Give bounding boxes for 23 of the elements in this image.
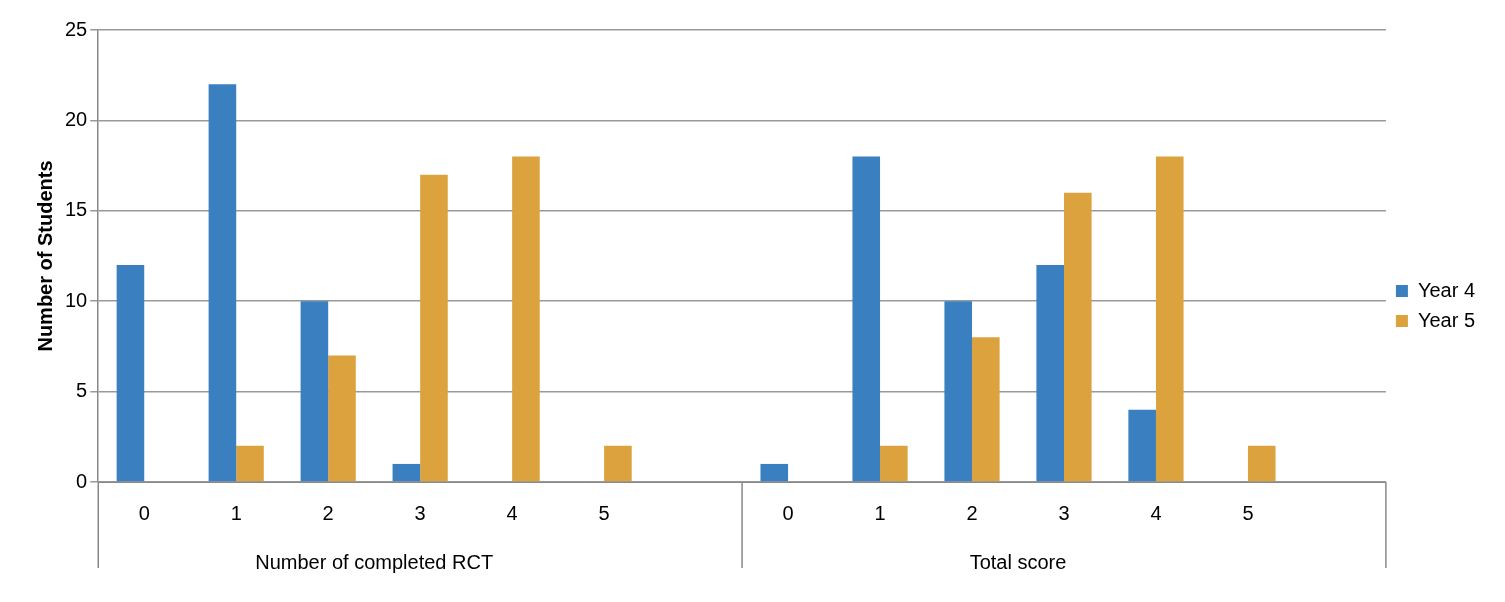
y-tick-label: 10	[65, 288, 88, 311]
x-tick-label: 1	[874, 501, 886, 524]
legend-label: Year 4	[1417, 278, 1475, 301]
x-tick-label: 0	[138, 501, 150, 524]
x-tick-label: 4	[506, 501, 518, 524]
x-tick-label: 3	[414, 501, 426, 524]
x-tick-label: 2	[966, 501, 978, 524]
x-tick-label: 5	[1242, 501, 1254, 524]
y-tick-label: 25	[65, 17, 88, 40]
x-tick-label: 5	[598, 501, 610, 524]
y-tick-label: 20	[65, 107, 88, 130]
y-tick-label: 5	[76, 379, 88, 402]
y-tick-label: 15	[65, 198, 88, 221]
legend-label: Year 5	[1417, 308, 1475, 331]
text: Number of completed RCT	[255, 550, 494, 573]
text: Total score	[969, 550, 1067, 573]
x-tick-label: 4	[1150, 501, 1162, 524]
x-tick-label: 1	[230, 501, 242, 524]
x-tick-label: 0	[782, 501, 794, 524]
x-tick-label: 2	[322, 501, 334, 524]
y-tick-label: 0	[76, 469, 88, 492]
y-axis-title: Number of Students	[33, 160, 56, 352]
x-tick-label: 3	[1058, 501, 1070, 524]
